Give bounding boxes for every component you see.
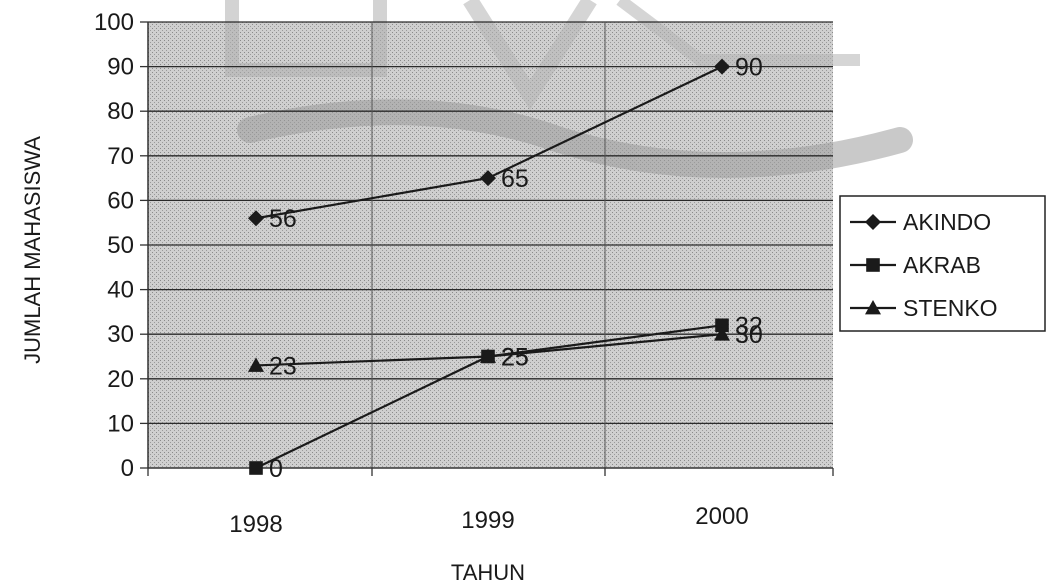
x-tick-label: 1998: [229, 511, 282, 538]
data-point: [480, 348, 496, 363]
data-point: [248, 210, 264, 227]
x-tick-label: 2000: [695, 503, 748, 530]
y-axis-title: JUMLAH MAHASISWA: [20, 136, 45, 364]
data-label: 0: [269, 455, 283, 483]
y-tick-label: 40: [107, 277, 134, 304]
y-axis-ticks: 0 10 20 30 40 50 60 70 80 90 100: [94, 9, 148, 482]
legend-label: STENKO: [903, 295, 998, 321]
legend-item-stenko: STENKO: [850, 295, 998, 321]
data-label: 25: [501, 344, 529, 372]
y-tick-label: 60: [107, 187, 134, 214]
data-label: 23: [269, 352, 297, 380]
legend: AKINDO AKRAB STENKO: [839, 195, 1046, 332]
data-label: 90: [735, 54, 763, 82]
data-point: [248, 357, 264, 372]
data-point: [715, 318, 729, 333]
x-axis-title: TAHUN: [451, 560, 525, 585]
series-layer: [248, 58, 730, 475]
y-tick-label: 0: [121, 455, 134, 482]
legend-marker: [865, 300, 881, 315]
y-tick-label: 80: [107, 98, 134, 125]
y-tick-label: 100: [94, 9, 134, 36]
legend-marker: [865, 214, 881, 230]
legend-item-akindo: AKINDO: [850, 209, 991, 235]
y-tick-label: 10: [107, 410, 134, 437]
series-stenko: [248, 326, 730, 372]
y-tick-label: 70: [107, 143, 134, 170]
data-point: [714, 58, 730, 75]
series-akindo: [248, 58, 730, 227]
data-point: [249, 461, 263, 475]
data-label: 32: [735, 312, 763, 340]
y-tick-label: 90: [107, 54, 134, 81]
data-point: [714, 326, 730, 341]
data-label: 56: [269, 205, 297, 233]
y-tick-label: 30: [107, 321, 134, 348]
x-axis-ticks: 1998 1999 2000: [147, 468, 834, 538]
y-tick-label: 20: [107, 366, 134, 393]
legend-marker: [866, 258, 880, 272]
legend-label: AKRAB: [903, 252, 981, 278]
x-tick-label: 1999: [461, 507, 514, 534]
data-label: 25: [501, 344, 529, 372]
y-tick-label: 50: [107, 232, 134, 259]
data-label: 65: [501, 165, 529, 193]
legend-label: AKINDO: [903, 209, 991, 235]
legend-item-akrab: AKRAB: [850, 252, 981, 278]
data-label: 30: [735, 321, 763, 349]
data-point: [480, 170, 496, 187]
watermark-logo: [225, 0, 913, 178]
